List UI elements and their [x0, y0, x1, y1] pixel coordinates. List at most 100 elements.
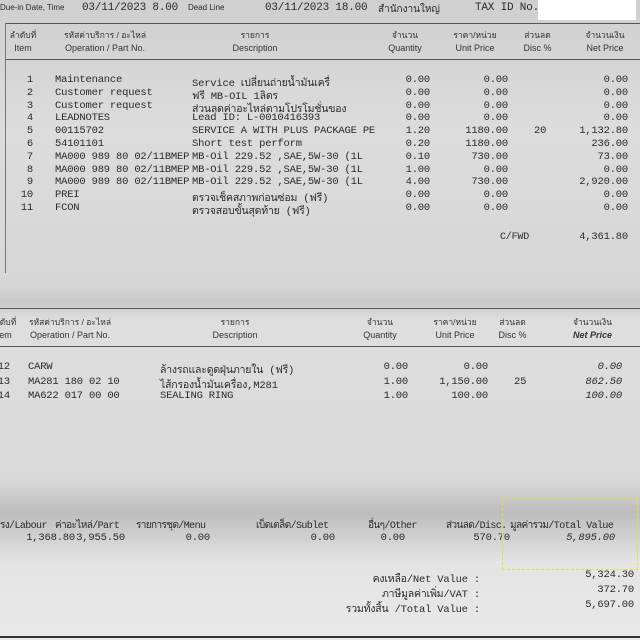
row-net-price: 0.00: [603, 163, 629, 176]
header-bottom-border: [5, 59, 640, 60]
row-part-number: Customer request: [55, 86, 153, 99]
row-item-number: 7: [26, 150, 33, 163]
summary-total-label: มูลค่ารวม/Total Value: [510, 521, 614, 532]
row-quantity: 0.00: [405, 86, 431, 99]
header-part-th: รหัสค่าบริการ / อะไหล่: [28, 317, 112, 327]
row-unit-price: 0.00: [483, 74, 509, 86]
row-description: Service เปลี่ยนถ่ายน้ำมันเครื่: [192, 78, 330, 90]
row-unit-price: 1180.00: [465, 125, 508, 138]
row-net-price: 100.00: [585, 390, 622, 402]
header-net-en: Net Price: [586, 43, 624, 53]
row-description: SERVICE A WITH PLUS PACKAGE PE: [192, 125, 376, 138]
header-disc-en: Disc %: [523, 43, 552, 53]
header-part-en: Operation / Part No.: [29, 330, 111, 340]
row-item-number: 6: [26, 138, 33, 150]
grand-total-label: รวมทั้งสิ้น /Total Value :: [345, 604, 480, 616]
table-row: 10 PREI ตรวจเช็คสภาพก่อนซ่อม (ฟรี) 0.00 0.00…: [0, 189, 640, 205]
net-value: 5,324.30: [585, 569, 634, 581]
row-item-number: 9: [26, 176, 33, 189]
row-unit-price: 0.00: [483, 163, 509, 176]
row-description: ตรวจเช็คสภาพก่อนซ่อม (ฟรี): [192, 193, 329, 206]
row-part-number: FCON: [55, 202, 80, 214]
summary-menu-label: รายการชุด/Menu: [136, 521, 206, 532]
row-part-number: MA281 180 02 10: [28, 375, 120, 388]
row-item-number: 2: [26, 86, 33, 99]
cfwd-value: 4,361.80: [579, 231, 628, 243]
header-item-en: Item: [0, 330, 12, 340]
row-net-price: 0.00: [603, 202, 629, 214]
table-row: 8 MA000 989 80 02/11BMEP MB-Oil 229.52 ,SA…: [0, 164, 640, 177]
table-row: 5 00115702 SERVICE A WITH PLUS PACKAGE PE 1…: [0, 125, 640, 138]
row-item-number: 11: [20, 202, 33, 214]
header-price-en: Unit Price: [455, 43, 495, 53]
table-row: 14 MA622 017 00 00 SEALING RING 1.00 100.00 1…: [0, 390, 640, 405]
summary-labour-label: รง/Labour: [0, 521, 47, 532]
row-unit-price: 0.00: [483, 86, 509, 99]
summary-sublet-label: เบ็ดเตล็ด/Sublet: [256, 521, 329, 532]
header-part-en: Operation / Part No.: [64, 43, 146, 53]
summary-part-value: 3,955.50: [76, 532, 125, 544]
header-price-en: Unit Price: [435, 330, 475, 340]
summary-other-label: อื่นๆ/Other: [368, 521, 417, 532]
row-quantity: 0.00: [405, 112, 431, 125]
row-unit-price: 100.00: [451, 390, 488, 402]
header-item-th: ลำดับที่: [0, 317, 17, 327]
row-unit-price: 0.00: [483, 99, 509, 112]
row-net-price: 236.00: [591, 138, 628, 150]
summary-other-value: 0.00: [380, 532, 406, 544]
row-item-number: 14: [0, 390, 10, 402]
row-unit-price: 1,150.00: [439, 375, 488, 388]
header-qty-en: Quantity: [388, 43, 422, 53]
row-description: MB-Oil 229.52 ,SAE,5W-30 (1L: [192, 150, 363, 163]
summary-part-label: ค่าอะไหล่/Part: [55, 521, 120, 532]
deadline-label: Dead Line: [188, 3, 225, 12]
row-part-number: Maintenance: [55, 74, 123, 86]
table-row: 12 CARW ล้างรถและดูดฝุ่นภายใน (ฟรี) 0.00 0.0…: [0, 361, 640, 377]
header-disc-en: Disc %: [498, 330, 527, 340]
vat-label: ภาษีมูลค่าเพิ่ม/VAT :: [381, 589, 480, 601]
row-quantity: 0.00: [405, 202, 431, 214]
vat-value: 372.70: [597, 584, 634, 596]
header-qty-en: Quantity: [363, 330, 397, 340]
tax-id-redaction: [538, 0, 636, 20]
row-item-number: 3: [26, 99, 33, 112]
row-unit-price: 0.00: [483, 189, 509, 202]
row-description: ไส้กรองน้ำมันเครื่อง,M281: [160, 379, 278, 392]
header-part-th: รหัสค่าบริการ / อะไหล่: [63, 30, 147, 40]
due-in-label: Due-in Date, Time: [0, 3, 65, 12]
row-item-number: 8: [26, 163, 33, 176]
header-item-en: Item: [14, 43, 32, 53]
table-row: 2 Customer request ฟรี MB-OIL 1ลิตร 0.00 0.0…: [0, 86, 640, 103]
row-part-number: PREI: [55, 189, 80, 202]
header-disc-th: ส่วนลด: [524, 30, 551, 40]
row-description: SEALING RING: [160, 390, 234, 402]
row-net-price: 0.00: [603, 86, 629, 99]
row-item-number: 12: [0, 361, 10, 373]
tax-id-label: TAX ID No.: [475, 2, 540, 14]
row-quantity: 4.00: [405, 176, 431, 189]
row-unit-price: 730.00: [471, 176, 508, 189]
row-part-number: 00115702: [55, 125, 104, 138]
table-row: 1 Maintenance Service เปลี่ยนถ่ายน้ำมันเคร…: [0, 74, 640, 90]
row-net-price: 0.00: [597, 361, 623, 373]
row-part-number: Customer request: [55, 99, 153, 112]
grand-total-value: 5,697.00: [585, 599, 634, 611]
row-unit-price: 0.00: [463, 361, 489, 373]
table-row: 3 Customer request ส่วนลดค่าอะไหล่ตามโปรโม…: [0, 99, 640, 116]
row-quantity: 1.00: [405, 163, 431, 176]
header2-bottom-border: [0, 346, 640, 347]
header-net-en: Net Price: [572, 330, 613, 340]
header-qty-th: จำนวน: [366, 317, 394, 327]
row-net-price: 73.00: [597, 150, 628, 163]
row-part-number: CARW: [28, 361, 53, 373]
row-quantity: 0.20: [405, 138, 431, 150]
row-unit-price: 0.00: [483, 112, 509, 125]
summary-labour-value: 1,368.80: [26, 532, 75, 544]
branch-label: สำนักงานใหญ่: [378, 4, 440, 15]
row-quantity: 0.00: [405, 189, 431, 202]
summary-disc-value: 570.70: [473, 532, 510, 544]
row-unit-price: 0.00: [483, 202, 509, 214]
header-disc-th: ส่วนลด: [499, 317, 526, 327]
table-row: 9 MA000 989 80 02/11BMEP MB-Oil 229.52 ,SA…: [0, 176, 640, 189]
row-part-number: LEADNOTES: [55, 112, 110, 125]
